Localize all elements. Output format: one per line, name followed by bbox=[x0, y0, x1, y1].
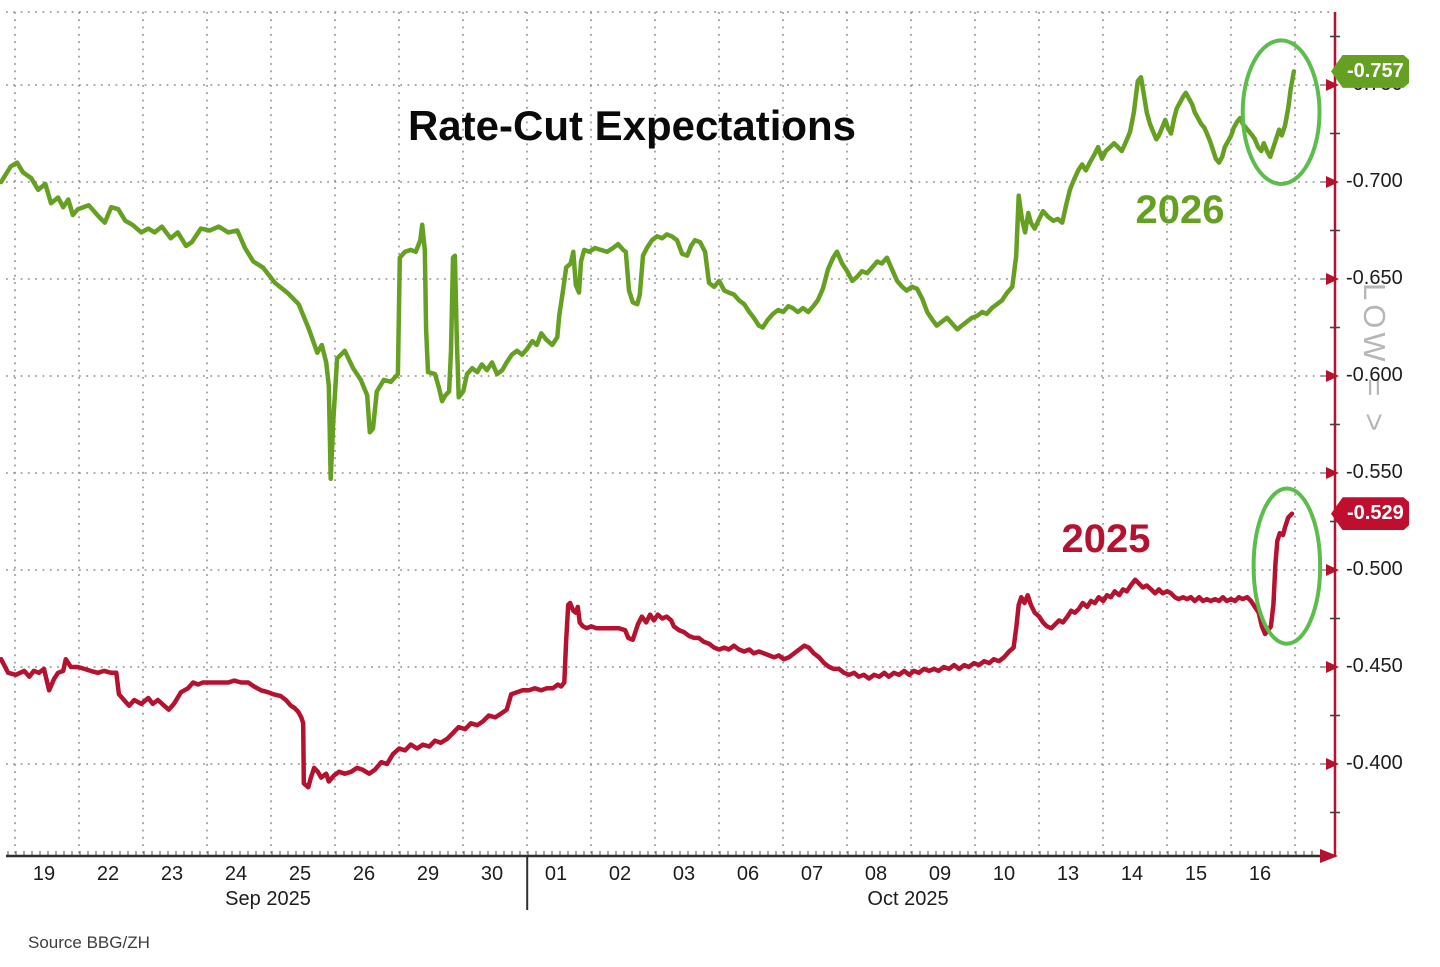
y-tick-label: -0.650 bbox=[1346, 267, 1403, 289]
series-line-2025 bbox=[0, 511, 1295, 790]
y-tick-arrow-icon bbox=[1326, 564, 1339, 576]
x-tick-label: 07 bbox=[800, 863, 824, 885]
y-tick-arrow-icon bbox=[1326, 467, 1339, 479]
last-price-badge-2026: -0.757 bbox=[1331, 54, 1409, 88]
x-tick-label: 22 bbox=[96, 863, 120, 885]
x-tick-label: 01 bbox=[544, 863, 568, 885]
y-tick-label: -0.700 bbox=[1346, 170, 1403, 192]
series-label-2026: 2026 bbox=[1135, 188, 1225, 232]
x-axis-arrow-icon bbox=[1320, 849, 1338, 863]
chart-canvas bbox=[0, 11, 1340, 910]
series-line-2026 bbox=[0, 69, 1297, 482]
y-tick-arrow-icon bbox=[1326, 79, 1339, 91]
x-tick-label: 14 bbox=[1120, 863, 1144, 885]
x-tick-label: 02 bbox=[608, 863, 632, 885]
y-tick-arrow-icon bbox=[1326, 370, 1339, 382]
x-tick-label: 26 bbox=[352, 863, 376, 885]
x-tick-label: 23 bbox=[160, 863, 184, 885]
x-tick-label: 06 bbox=[736, 863, 760, 885]
y-axis-note: LOW = > bbox=[1357, 283, 1392, 436]
x-tick-label: 10 bbox=[992, 863, 1016, 885]
source-note: Source BBG/ZH bbox=[28, 933, 150, 952]
x-tick-label: 13 bbox=[1056, 863, 1080, 885]
y-tick-label: -0.450 bbox=[1346, 655, 1403, 677]
x-month-label: Oct 2025 bbox=[867, 888, 949, 910]
y-tick-label: -0.550 bbox=[1346, 461, 1403, 483]
highlight-ellipse-2025 bbox=[1251, 486, 1323, 646]
y-tick-arrow-icon bbox=[1326, 758, 1339, 770]
series-label-2025: 2025 bbox=[1061, 517, 1151, 561]
y-tick-arrow-icon bbox=[1326, 273, 1339, 285]
y-tick-arrow-icon bbox=[1326, 661, 1339, 673]
x-tick-label: 29 bbox=[416, 863, 440, 885]
x-month-label: Sep 2025 bbox=[225, 888, 311, 910]
x-tick-label: 30 bbox=[480, 863, 504, 885]
x-tick-label: 15 bbox=[1184, 863, 1208, 885]
x-tick-label: 24 bbox=[224, 863, 248, 885]
x-tick-label: 16 bbox=[1248, 863, 1272, 885]
x-tick-label: 09 bbox=[928, 863, 952, 885]
x-tick-label: 19 bbox=[32, 863, 56, 885]
highlight-ellipse-2026 bbox=[1240, 38, 1322, 186]
y-tick-label: -0.500 bbox=[1346, 558, 1403, 580]
chart-title: Rate-Cut Expectations bbox=[407, 102, 857, 149]
last-price-badge-2025: -0.529 bbox=[1331, 497, 1409, 531]
x-tick-label: 25 bbox=[288, 863, 312, 885]
y-tick-label: -0.600 bbox=[1346, 364, 1403, 386]
y-tick-arrow-icon bbox=[1326, 176, 1339, 188]
x-tick-label: 08 bbox=[864, 863, 888, 885]
y-tick-label: -0.400 bbox=[1346, 752, 1403, 774]
x-tick-label: 03 bbox=[672, 863, 696, 885]
